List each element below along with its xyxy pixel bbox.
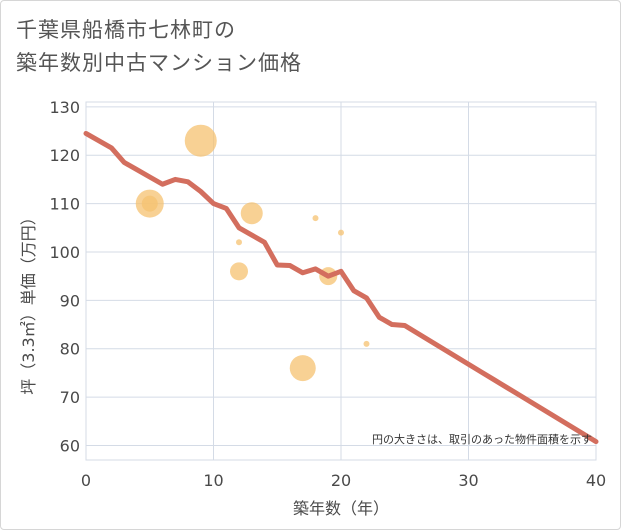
x-tick-label: 20: [331, 471, 351, 490]
grid-lines: [85, 101, 597, 461]
bubble-point: [312, 215, 319, 222]
x-tick-label: 10: [203, 471, 223, 490]
chart-title: 千葉県船橋市七林町の 築年数別中古マンション価格: [16, 14, 576, 80]
x-axis-label: 築年数（年）: [293, 499, 389, 518]
bubble-series: [135, 124, 370, 382]
y-tick-label: 60: [60, 436, 80, 455]
y-tick-label: 90: [60, 291, 80, 310]
bubble-point: [363, 340, 370, 347]
trend-line-series: [83, 130, 599, 445]
bubble-point: [289, 355, 316, 382]
y-tick-label: 80: [60, 340, 80, 359]
bubble-point: [184, 124, 217, 157]
y-axis-label: 坪（3.3㎡）単価（万円）: [19, 209, 38, 394]
x-tick-labels: 0 10 20 30 40: [81, 471, 606, 490]
bubble-point: [230, 262, 248, 281]
y-tick-label: 100: [49, 243, 80, 262]
trend-line: [83, 130, 599, 445]
bubble-point: [141, 195, 158, 212]
bubble-point: [236, 239, 242, 246]
chart-title-line1: 千葉県船橋市七林町の: [16, 18, 236, 42]
bubble-point: [338, 229, 344, 236]
x-tick-label: 0: [81, 471, 91, 490]
chart-title-line2: 築年数別中古マンション価格: [16, 51, 302, 75]
y-tick-label: 70: [60, 388, 80, 407]
bubble-point: [240, 202, 263, 225]
x-tick-label: 40: [586, 471, 606, 490]
y-tick-labels: 60 70 80 90 100 110 120 130: [49, 98, 80, 456]
y-tick-label: 130: [49, 98, 80, 117]
x-tick-label: 30: [458, 471, 478, 490]
size-note: 円の大きさは、取引のあった物件面積を示す: [372, 432, 592, 446]
y-tick-label: 120: [49, 146, 80, 165]
y-tick-label: 110: [49, 195, 80, 214]
